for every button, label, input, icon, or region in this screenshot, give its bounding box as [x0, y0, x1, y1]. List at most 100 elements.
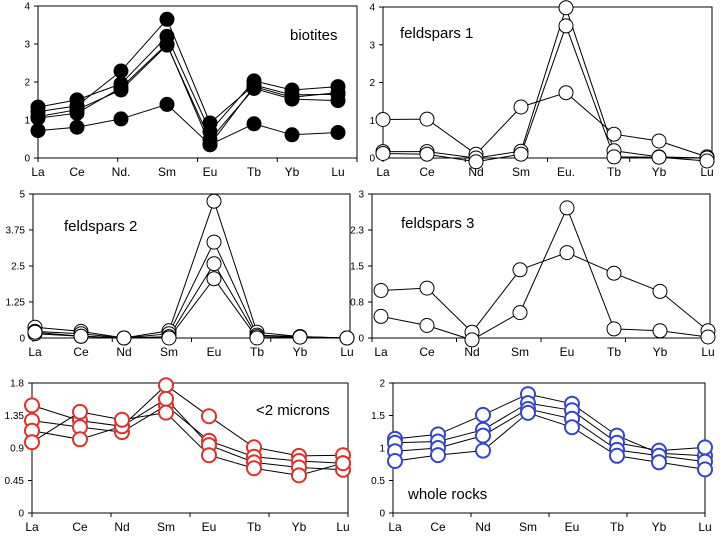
x-tick-label: Eu — [560, 345, 575, 359]
y-tick-label: 2 — [24, 78, 30, 89]
y-tick-label: 2.3 — [350, 226, 364, 237]
data-point — [558, 85, 574, 101]
x-tick-label: Tb — [607, 165, 621, 179]
series-line — [383, 6, 708, 159]
series-1 — [382, 92, 708, 158]
data-point — [651, 133, 667, 149]
data-point — [72, 431, 88, 448]
x-tick-label: Sm — [519, 520, 537, 534]
data-point — [113, 63, 129, 79]
x-tick-label: Ce — [73, 345, 89, 359]
data-point — [700, 329, 716, 345]
series-line — [382, 92, 708, 158]
x-tick-label: Tb — [250, 345, 264, 359]
data-point — [609, 447, 625, 464]
data-point — [375, 146, 391, 161]
x-tick-label: Lu — [698, 520, 711, 534]
data-point — [464, 332, 480, 348]
x-tick-label: Lu — [700, 165, 713, 179]
y-tick-label: 4 — [24, 2, 30, 13]
data-point — [375, 112, 391, 127]
x-tick-label: Ce — [419, 165, 435, 179]
y-tick-label: 3 — [369, 40, 375, 51]
x-tick-label: Ce — [72, 520, 88, 534]
panel-title: feldspars 1 — [400, 25, 473, 42]
series-2 — [383, 6, 708, 159]
x-tick-label: Yb — [652, 165, 667, 179]
x-tick-label: Lu — [701, 345, 714, 359]
x-tick-label: Yb — [652, 520, 667, 534]
data-point — [606, 149, 622, 165]
y-tick-label: 3.75 — [6, 226, 26, 237]
data-point — [419, 146, 435, 162]
data-point — [284, 89, 300, 105]
x-tick-label: Eu — [207, 345, 222, 359]
x-tick-label: Sm — [160, 345, 178, 359]
data-point — [161, 330, 177, 346]
x-tick-label: Lu — [331, 165, 344, 179]
panel-title: whole rocks — [407, 486, 487, 503]
y-tick-label: 1.5 — [350, 262, 364, 273]
data-point — [330, 85, 346, 101]
data-point — [158, 404, 174, 421]
data-point — [158, 390, 174, 407]
series-2 — [34, 240, 348, 339]
y-tick-label: 0.5 — [371, 476, 385, 487]
panel-1: 0 1 2 3 4 La Ce Nd. Sm Eu Tb Yb Lu biotites — [24, 2, 358, 179]
data-point — [201, 408, 217, 425]
data-point — [159, 36, 175, 52]
x-tick-label: Sm — [158, 165, 176, 179]
panel-title: biotites — [290, 27, 338, 44]
series-3 — [382, 24, 708, 163]
data-point — [512, 305, 528, 321]
data-point — [475, 442, 491, 459]
data-point — [564, 419, 580, 436]
y-tick-label: 0 — [358, 334, 364, 345]
data-point — [113, 111, 129, 127]
y-tick-label: 4 — [369, 3, 375, 14]
x-tick-label: La — [374, 345, 388, 359]
data-point — [30, 123, 46, 139]
y-tick-label: 1.25 — [6, 298, 26, 309]
data-point — [201, 447, 217, 464]
x-tick-label: Eu — [202, 520, 217, 534]
data-point — [69, 105, 85, 121]
y-tick-label: 0.45 — [5, 476, 25, 487]
x-tick-label: Tb — [610, 520, 624, 534]
data-point — [206, 271, 222, 287]
x-tick-label: Lu — [336, 520, 349, 534]
panel-title: feldspars 3 — [401, 215, 474, 232]
data-point — [246, 116, 262, 132]
x-tick-label: Eu — [565, 520, 580, 534]
data-point — [114, 411, 130, 428]
x-tick-label: Tb — [247, 520, 261, 534]
data-point — [468, 154, 484, 170]
data-point — [558, 0, 574, 16]
data-point — [558, 18, 574, 34]
data-point — [606, 321, 622, 337]
panel-title: <2 microns — [256, 402, 330, 419]
data-point — [475, 406, 491, 423]
x-tick-label: Sm — [157, 520, 175, 534]
data-point — [419, 111, 435, 127]
data-point — [24, 397, 40, 414]
x-tick-label: Nd — [475, 520, 490, 534]
series-2 — [380, 206, 709, 341]
data-point — [202, 137, 218, 153]
y-tick-label: 2 — [379, 379, 385, 390]
x-tick-label: Sm — [511, 345, 529, 359]
data-point — [291, 467, 307, 484]
data-point — [159, 96, 175, 112]
data-point — [206, 256, 222, 272]
x-tick-label: La — [25, 520, 39, 534]
y-tick-label: 0.9 — [10, 444, 24, 455]
y-tick-label: 1 — [369, 116, 375, 127]
data-point — [158, 377, 174, 394]
x-tick-label: Tb — [607, 345, 621, 359]
panel-title: feldspars 2 — [64, 218, 137, 235]
y-tick-label: 1.35 — [5, 411, 25, 422]
panel-4: 0 0.8 1.5 2.3 3 La Ce Nd Sm Eu Tb Yb Lu feldspars 3 — [350, 190, 716, 359]
x-tick-label: La — [376, 165, 390, 179]
y-tick-label: 0 — [369, 154, 375, 165]
